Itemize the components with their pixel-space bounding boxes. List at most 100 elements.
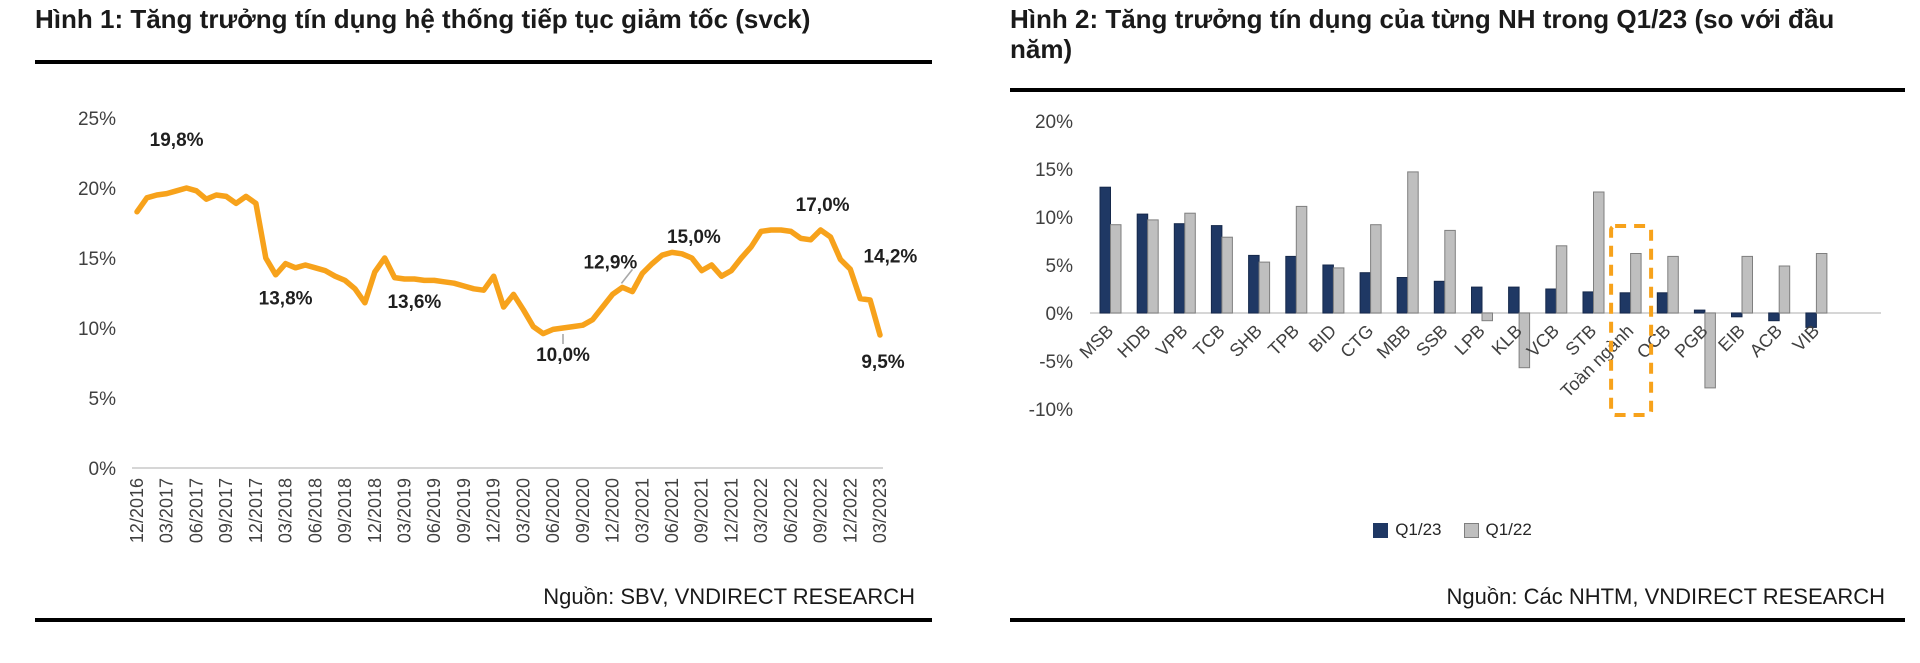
x-axis-tick-label: 03/2017 xyxy=(157,478,177,543)
bar-Q1/22-KLB xyxy=(1518,312,1531,369)
data-label: 13,6% xyxy=(387,292,441,313)
figure-1-bottom-rule xyxy=(35,618,932,622)
x-axis-category-label: OCB xyxy=(1633,321,1675,363)
bar-Q1/23-PGB xyxy=(1693,309,1706,314)
legend-label-q1-23: Q1/23 xyxy=(1395,520,1442,539)
bar-Q1/22-VIB xyxy=(1815,253,1828,314)
x-axis-tick-label: 12/2020 xyxy=(603,478,623,543)
bar-Q1/23-ACB xyxy=(1768,312,1780,322)
x-axis-category-label: CTG xyxy=(1336,321,1377,362)
bar-Q1/23-SSB xyxy=(1433,280,1446,314)
x-axis-tick-label: 03/2021 xyxy=(632,478,652,543)
bar-Q1/22-HDB xyxy=(1147,219,1159,314)
x-axis-category-label: ACB xyxy=(1746,321,1786,361)
legend-swatch-q1-22 xyxy=(1463,522,1479,538)
bar-Q1/22-BID xyxy=(1332,267,1345,314)
x-axis-tick-label: 09/2022 xyxy=(811,478,831,543)
y-axis-tick-label: 0% xyxy=(89,459,117,480)
y-axis-tick-label: 20% xyxy=(78,179,116,200)
credit-growth-line xyxy=(134,185,883,338)
bar-Q1/23-TPB xyxy=(1285,255,1297,314)
bar-Q1/23-CTG xyxy=(1359,272,1372,314)
legend-swatch-q1-23 xyxy=(1373,522,1389,538)
figure-2-bottom-rule xyxy=(1010,618,1905,622)
bar-Q1/22-VPB xyxy=(1184,212,1196,314)
x-axis-tick-label: 09/2017 xyxy=(216,478,236,543)
y-axis-tick-label: 15% xyxy=(1035,160,1073,181)
bar-Q1/22-LPB xyxy=(1481,312,1493,322)
x-axis-tick-label: 03/2019 xyxy=(395,478,415,543)
x-axis-tick-label: 09/2020 xyxy=(573,478,593,543)
bar-Q1/23-OCB xyxy=(1656,292,1669,314)
x-axis-tick-label: 03/2018 xyxy=(276,478,296,543)
x-axis-category-label: HDB xyxy=(1114,321,1155,362)
x-axis-category-label: LPB xyxy=(1451,321,1489,359)
x-axis-tick-label: 09/2021 xyxy=(692,478,712,543)
figure-1-source: Nguồn: SBV, VNDIRECT RESEARCH xyxy=(543,584,915,609)
bar-Q1/22-Toàn ngành xyxy=(1630,253,1642,314)
y-axis-tick-label: 25% xyxy=(78,109,116,130)
data-label: 9,5% xyxy=(861,352,904,373)
y-axis-tick-label: 10% xyxy=(78,319,116,340)
x-axis-tick-label: 06/2017 xyxy=(186,478,206,543)
x-axis-tick-label: 03/2023 xyxy=(870,478,890,543)
x-axis-tick-label: 12/2018 xyxy=(365,478,385,543)
bar-Q1/23-VIB xyxy=(1805,312,1817,328)
credit-growth-line-chart: 25% 20% 15% 10% 5% 0% 12/2016 03/2017 06/2017 09/… xyxy=(78,109,917,543)
figure-1-title: Hình 1: Tăng trưởng tín dụng hệ thống ti… xyxy=(35,4,811,34)
x-axis-category-label: SHB xyxy=(1226,321,1266,361)
bar-Q1/22-SHB xyxy=(1258,261,1271,314)
x-axis-category-label: EIB xyxy=(1714,321,1749,356)
bar-Q1/22-MBB xyxy=(1407,171,1419,314)
bar-Q1/23-Toàn ngành xyxy=(1619,292,1632,314)
x-axis-tick-label: 06/2022 xyxy=(781,478,801,543)
x-axis-category-label: TPB xyxy=(1264,321,1303,360)
y-axis-tick-label: 5% xyxy=(1046,256,1074,277)
x-axis-category-label: TCB xyxy=(1189,321,1229,361)
figure-2-title: Hình 2: Tăng trưởng tín dụng của từng NH… xyxy=(1010,4,1835,64)
x-axis-category-label: VIB xyxy=(1789,321,1824,356)
x-axis-tick-label: 12/2022 xyxy=(840,478,860,543)
bar-Q1/22-TPB xyxy=(1295,205,1308,314)
x-axis-tick-label: 06/2018 xyxy=(305,478,325,543)
y-axis-tick-label: 15% xyxy=(78,249,116,270)
bar-Q1/23-VCB xyxy=(1545,288,1557,314)
data-label: 10,0% xyxy=(536,345,590,366)
bar-Q1/23-HDB xyxy=(1136,213,1149,314)
y-axis-tick-label: 10% xyxy=(1035,208,1073,229)
x-axis-category-label: BID xyxy=(1305,321,1340,356)
data-label: 15,0% xyxy=(667,227,721,248)
x-axis-category-label: MSB xyxy=(1076,321,1118,363)
x-axis-category-label: MBB xyxy=(1373,321,1415,363)
figure-2-title-rule xyxy=(1010,88,1905,92)
bar-Q1/23-STB xyxy=(1582,291,1594,314)
data-label: 14,2% xyxy=(863,246,917,267)
annotation-leader-line xyxy=(620,268,634,284)
y-axis-tick-label: 20% xyxy=(1035,112,1073,133)
legend: Q1/23 Q1/22 xyxy=(1005,520,1900,540)
bar-Q1/22-SSB xyxy=(1444,229,1456,314)
x-axis-tick-label: 03/2022 xyxy=(751,478,771,543)
bar-Q1/22-CTG xyxy=(1370,224,1382,314)
y-axis-tick-label: 0% xyxy=(1046,304,1074,325)
bar-Q1/22-EIB xyxy=(1741,255,1753,314)
x-axis-tick-label: 12/2017 xyxy=(246,478,266,543)
x-axis-tick-label: 09/2019 xyxy=(454,478,474,543)
data-label: 17,0% xyxy=(796,195,850,216)
y-axis-tick-label: -5% xyxy=(1039,352,1073,373)
legend-item-q1-23: Q1/23 xyxy=(1373,520,1442,540)
x-axis-tick-label: 09/2018 xyxy=(335,478,355,543)
bar-Q1/23-TCB xyxy=(1210,225,1223,314)
bar-Q1/22-VCB xyxy=(1555,245,1568,314)
x-axis-tick-label: 06/2019 xyxy=(424,478,444,543)
x-axis-tick-label: 12/2016 xyxy=(127,478,147,543)
bar-Q1/22-STB xyxy=(1593,191,1605,314)
x-axis-tick-label: 12/2021 xyxy=(721,478,741,543)
bar-Q1/23-LPB xyxy=(1471,286,1483,314)
bar-Q1/23-MSB xyxy=(1099,186,1111,314)
bar-Q1/23-MBB xyxy=(1396,277,1409,314)
bar-Q1/23-BID xyxy=(1322,264,1334,314)
x-axis-tick-label: 03/2020 xyxy=(513,478,533,543)
